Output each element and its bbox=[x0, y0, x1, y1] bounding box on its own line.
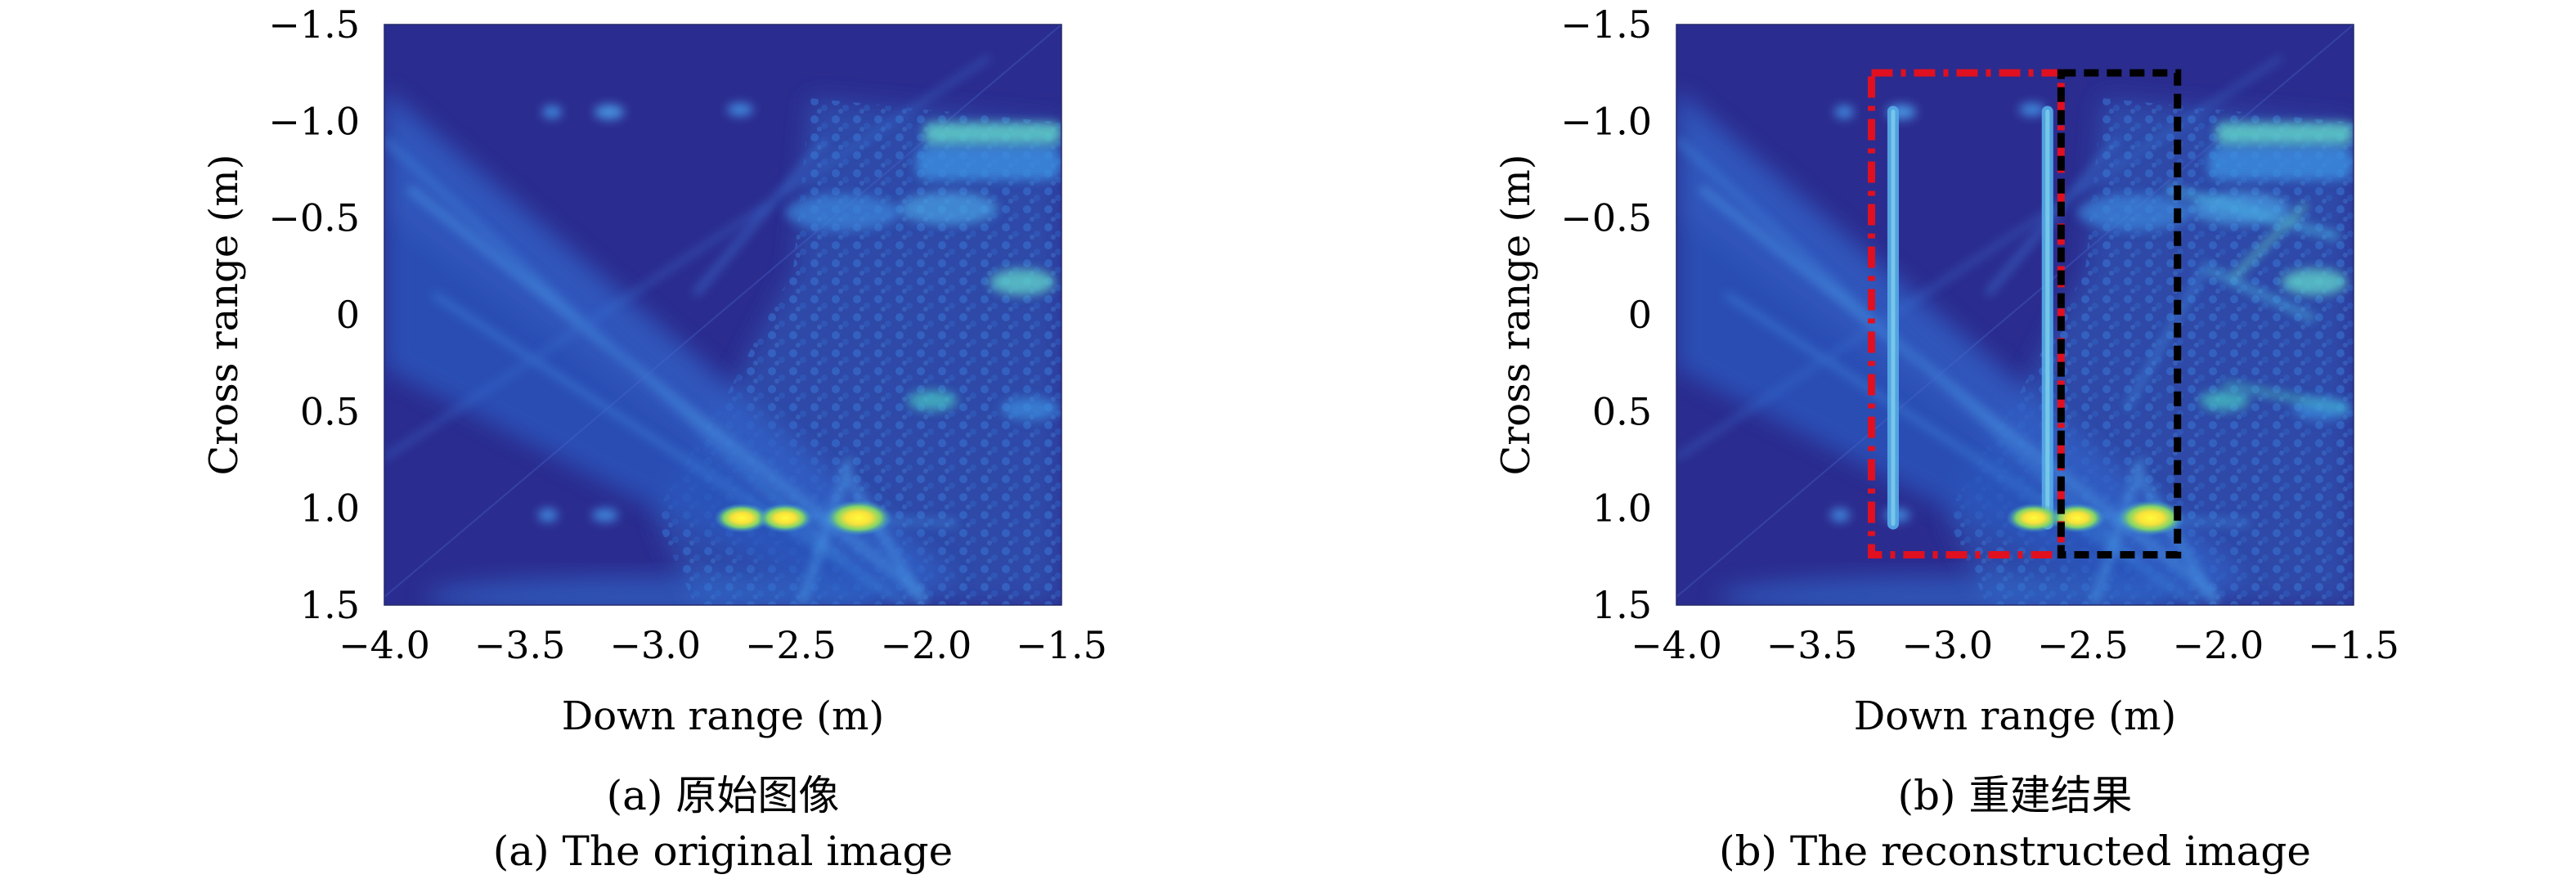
y-tick-label: −0.5 bbox=[1560, 196, 1652, 240]
caption-en-b: (b) The reconstructed image bbox=[1719, 827, 2311, 875]
x-tick-label: −3.0 bbox=[1901, 623, 1993, 667]
heatmap-original bbox=[384, 25, 1061, 618]
x-tick-label: −4.0 bbox=[339, 623, 430, 667]
panel-original: −4.0 −3.5 −3.0 −2.5 −2.0 −1.5 −1.5 −1.0 −0.5 0 0.5… bbox=[201, 2, 1107, 875]
y-tick-label: −0.5 bbox=[268, 196, 360, 240]
y-axis-label: Cross range (m) bbox=[1493, 155, 1539, 476]
caption-zh-b: (b) 重建结果 bbox=[1898, 772, 2133, 819]
x-tick-label: −1.5 bbox=[2308, 623, 2399, 667]
y-tick-label: −1.0 bbox=[1560, 99, 1652, 143]
y-tick-label: 0 bbox=[336, 293, 360, 337]
y-tick-label: 1.0 bbox=[1592, 487, 1652, 531]
caption-en-a: (a) The original image bbox=[493, 827, 953, 875]
x-tick-label: −1.5 bbox=[1016, 623, 1107, 667]
y-tick-label: 0.5 bbox=[1592, 389, 1652, 433]
bright-target bbox=[714, 503, 770, 533]
x-tick-label: −2.5 bbox=[745, 623, 837, 667]
x-tick-label: −3.0 bbox=[609, 623, 701, 667]
y-tick-label: 1.5 bbox=[1592, 583, 1652, 627]
axes-reconstructed: −4.0 −3.5 −3.0 −2.5 −2.0 −1.5 −1.5 −1.0 −0.5 0 0.5… bbox=[1560, 2, 2399, 667]
y-tick-label: −1.0 bbox=[268, 99, 360, 143]
x-tick-label: −2.0 bbox=[2173, 623, 2264, 667]
x-tick-label: −2.0 bbox=[881, 623, 972, 667]
x-tick-label: −3.5 bbox=[474, 623, 566, 667]
bright-target bbox=[757, 503, 814, 533]
bright-target bbox=[2006, 503, 2062, 533]
y-tick-label: 0.5 bbox=[300, 389, 360, 433]
red-dashdot-box bbox=[1867, 69, 2065, 558]
plot-frame-reconstructed bbox=[1676, 24, 2354, 606]
y-axis-label: Cross range (m) bbox=[201, 155, 247, 476]
reconstructed-lines bbox=[1887, 105, 2053, 530]
caption-zh-a: (a) 原始图像 bbox=[607, 772, 840, 819]
bright-targets-original bbox=[714, 500, 893, 536]
y-tick-label: 1.0 bbox=[300, 487, 360, 531]
plot-frame-original bbox=[384, 24, 1062, 606]
y-tick-label: 0 bbox=[1628, 293, 1652, 337]
bright-target bbox=[2116, 500, 2185, 536]
x-axis-label: Down range (m) bbox=[562, 693, 884, 739]
y-tick-label: −1.5 bbox=[1560, 2, 1652, 47]
x-tick-label: −4.0 bbox=[1631, 623, 1722, 667]
bright-target bbox=[824, 500, 893, 536]
y-tick-label: 1.5 bbox=[300, 583, 360, 627]
axes-original: −4.0 −3.5 −3.0 −2.5 −2.0 −1.5 −1.5 −1.0 −0.5 0 0.5… bbox=[268, 2, 1107, 667]
black-dashed-box bbox=[2057, 69, 2182, 558]
y-tick-label: −1.5 bbox=[268, 2, 360, 47]
annotation-boxes bbox=[1867, 69, 2182, 558]
heatmap-reconstructed bbox=[1676, 25, 2354, 618]
panel-reconstructed: −4.0 −3.5 −3.0 −2.5 −2.0 −1.5 −1.5 −1.0 −0.5 0 0.5… bbox=[1493, 2, 2399, 875]
x-axis-label: Down range (m) bbox=[1854, 693, 2176, 739]
x-tick-label: −2.5 bbox=[2037, 623, 2129, 667]
x-tick-label: −3.5 bbox=[1766, 623, 1858, 667]
